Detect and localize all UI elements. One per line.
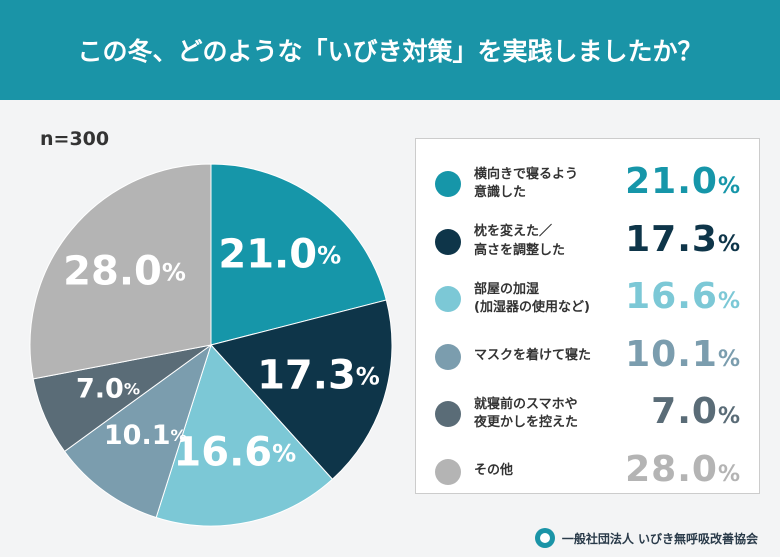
legend-item: 就寝前のスマホや 夜更かしを控えた 7.0% <box>416 389 761 439</box>
legend-value: 21.0% <box>625 161 741 202</box>
legend-label: 横向きで寝るよう 意識した <box>474 166 579 200</box>
legend: 横向きで寝るよう 意識した 21.0% 枕を変えた／ 高さを調整した 17.3% 部屋の… <box>415 138 760 494</box>
organization: 一般社団法人 いびき無呼吸改善協会 <box>561 531 758 546</box>
legend-label: 就寝前のスマホや 夜更かしを控えた <box>474 396 579 430</box>
legend-item: マスクを着けて寝た 10.1% <box>416 332 761 382</box>
pie-slice <box>63 343 212 519</box>
legend-marker <box>435 228 461 255</box>
legend-marker <box>435 458 461 485</box>
slice-label: 21.0% <box>218 231 341 277</box>
legend-marker <box>435 401 461 427</box>
slice-label: 7.0% <box>76 373 140 404</box>
sample-size: n=300 <box>40 128 110 150</box>
legend-item: 枕を変えた／ 高さを調整した 17.3% <box>416 217 761 267</box>
title: この冬、どのような「いびき対策」を実践しましたか？ <box>0 0 780 100</box>
pie-slice <box>155 344 334 527</box>
pie-chart: 21.0% 17.3% 16.6%10.1% 7.0% 28.0% <box>29 163 393 527</box>
slice-label: 17.3% <box>257 352 380 398</box>
legend-marker <box>435 171 461 197</box>
logo <box>534 528 555 548</box>
footer: 一般社団法人 いびき無呼吸改善協会 <box>534 527 758 549</box>
legend-value: 28.0% <box>625 448 741 490</box>
pie-slice <box>210 163 387 346</box>
legend-item: その他 28.0% <box>416 447 761 497</box>
legend-item: 部屋の加湿 (加湿器の使用など) 16.6% <box>416 274 761 324</box>
slice-label: 28.0% <box>63 248 186 294</box>
legend-marker <box>435 343 461 370</box>
pie-slice <box>29 163 212 380</box>
slice-label: 16.6% <box>173 430 296 476</box>
legend-item: 横向きで寝るよう 意識した 21.0% <box>416 159 761 209</box>
legend-value: 17.3% <box>625 218 741 260</box>
legend-label: マスクを着けて寝た <box>474 348 592 364</box>
legend-label: 部屋の加湿 (加湿器の使用など) <box>474 281 590 315</box>
legend-value: 16.6% <box>625 276 741 317</box>
slice-label: 10.1% <box>104 419 187 450</box>
legend-value: 7.0% <box>651 391 741 432</box>
legend-marker <box>435 286 461 312</box>
legend-value: 10.1% <box>625 333 741 375</box>
legend-label: その他 <box>474 463 514 479</box>
pie-slice <box>210 299 393 480</box>
legend-label: 枕を変えた／ 高さを調整した <box>474 224 566 258</box>
